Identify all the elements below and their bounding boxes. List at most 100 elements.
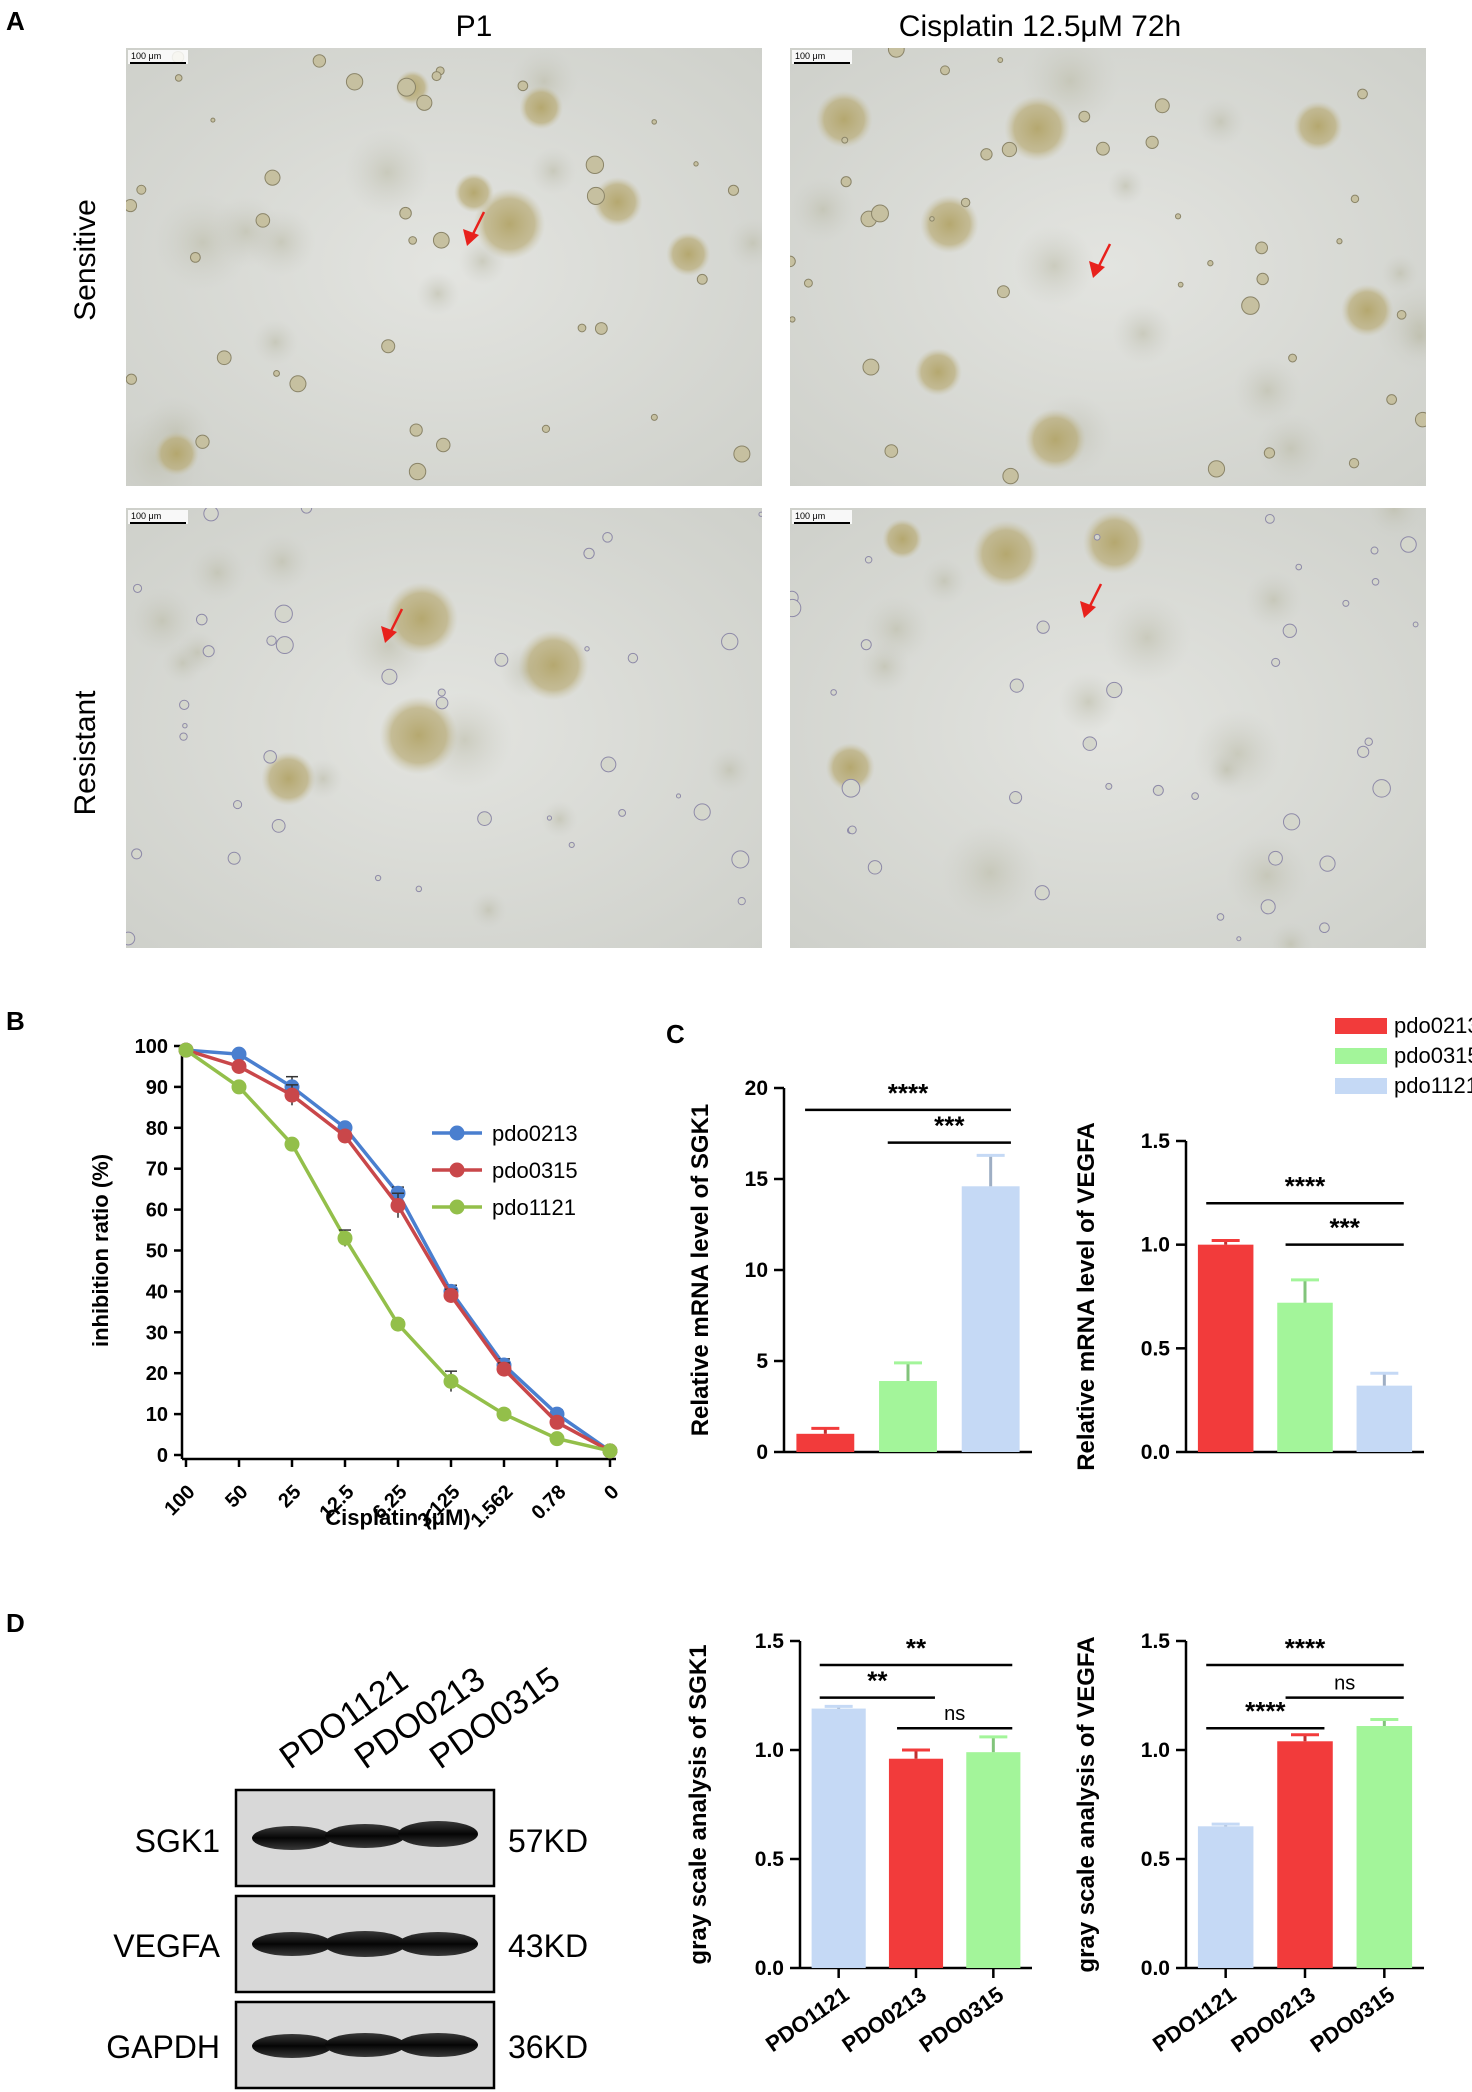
organoids — [126, 508, 762, 946]
cell-particle — [255, 213, 271, 228]
x-tick-label: 0 — [600, 1481, 623, 1504]
legend-marker — [449, 1162, 465, 1178]
cell-particle — [1295, 563, 1303, 571]
legend-label-pdo0213: pdo0213 — [1394, 1013, 1472, 1038]
out-of-focus-blob — [344, 129, 431, 216]
data-point — [231, 1046, 247, 1062]
cell-particle — [435, 696, 449, 710]
data-point — [390, 1316, 406, 1332]
cell-particle — [584, 646, 590, 652]
cell-particle — [1336, 238, 1343, 245]
legend-swatch-pdo1121 — [1335, 1078, 1387, 1094]
cell-particle — [1260, 899, 1276, 915]
y-tick-label: 0.0 — [755, 1957, 784, 1980]
cell-particle — [1282, 623, 1297, 638]
cell-particle — [577, 323, 587, 333]
bar — [1197, 1244, 1254, 1452]
arrow-head — [1089, 261, 1105, 278]
scale-bar-bg — [128, 50, 188, 64]
y-tick-label: 1.0 — [1141, 1234, 1170, 1257]
blot-band — [325, 2033, 405, 2057]
blot-band — [325, 1824, 405, 1848]
cell-particle — [1105, 782, 1113, 790]
cell-particle — [1236, 936, 1242, 942]
blot-size-43kd: 43KD — [508, 1928, 588, 1964]
cell-particle — [862, 358, 880, 376]
cell-particle — [174, 74, 183, 82]
x-tick-label: PDO0315 — [915, 1982, 1008, 2058]
significance-label: *** — [1329, 1213, 1360, 1243]
significance-label: ** — [867, 1666, 888, 1696]
cell-particle — [227, 851, 241, 865]
data-point — [496, 1406, 512, 1422]
out-of-focus-blob — [1112, 303, 1174, 365]
significance-label: **** — [1245, 1696, 1286, 1726]
cell-particle — [263, 750, 277, 764]
organoid — [154, 431, 199, 476]
cell-particle — [289, 375, 307, 393]
cell-particle — [1078, 110, 1091, 123]
cell-particle — [126, 931, 136, 946]
cell-particle — [1177, 281, 1184, 288]
out-of-focus-blob — [529, 147, 577, 195]
out-of-focus-blob — [210, 196, 282, 268]
out-of-focus-blob — [727, 217, 762, 269]
y-tick-label: 20 — [745, 1077, 768, 1100]
legend-marker — [449, 1125, 465, 1141]
y-tick-label: 70 — [146, 1159, 168, 1181]
microscopy-images: 100 μm 100 μm 100 μm 100 μm — [126, 48, 1426, 948]
cell-particle — [1191, 792, 1199, 801]
cell-particle — [275, 636, 294, 655]
cell-particle — [586, 186, 605, 205]
cell-particle — [1350, 194, 1360, 204]
cell-particle — [132, 583, 143, 593]
cell-particle — [568, 841, 575, 849]
cell-particle — [179, 699, 190, 711]
organoid — [518, 629, 589, 701]
out-of-focus-blob — [469, 891, 508, 929]
cell-particle — [399, 206, 412, 220]
microscopy-image: 100 μm — [790, 48, 1426, 486]
x-tick-label: PDO1121 — [1148, 1982, 1240, 2057]
cell-particle — [693, 803, 711, 821]
out-of-focus-blob — [416, 271, 460, 316]
y-axis-title: gray scale analysis of SGK1 — [685, 1644, 712, 1964]
cell-particle — [203, 508, 219, 522]
significance-label: ns — [944, 1703, 965, 1725]
cell-particle — [1154, 98, 1170, 114]
organoid — [519, 85, 564, 130]
cell-particle — [618, 809, 627, 817]
y-axis-title: gray scale analysis of VEGFA — [1073, 1636, 1100, 1972]
cell-particle — [675, 793, 682, 799]
cell-particle — [136, 184, 147, 195]
cell-particle — [1152, 784, 1164, 796]
scale-bar-label: 100 μm — [131, 511, 161, 521]
out-of-focus-blob — [706, 747, 753, 793]
cell-particle — [867, 860, 883, 875]
bar — [1277, 1302, 1333, 1452]
cell-particle — [432, 231, 450, 249]
blot-band — [252, 1826, 332, 1850]
cell-particle — [1357, 745, 1370, 758]
cell-particle — [1370, 546, 1379, 555]
cell-particle — [996, 285, 1010, 299]
organoids — [790, 48, 1426, 485]
out-of-focus-blob — [1381, 254, 1420, 293]
cell-particle — [1319, 922, 1330, 934]
bar — [879, 1381, 937, 1452]
cell-particle — [408, 462, 427, 481]
y-tick-label: 1.5 — [1141, 1130, 1171, 1153]
y-tick-label: 15 — [745, 1168, 769, 1191]
cell-particle — [940, 65, 950, 76]
significance-label: **** — [1285, 1633, 1326, 1663]
data-point — [443, 1373, 459, 1389]
data-point — [178, 1042, 194, 1058]
cell-particle — [494, 652, 509, 667]
cell-particle — [594, 322, 608, 335]
y-tick-label: 100 — [135, 1036, 168, 1058]
organoid — [815, 90, 873, 149]
bar — [796, 1433, 855, 1452]
organoid — [1004, 95, 1071, 162]
data-point — [284, 1087, 300, 1103]
